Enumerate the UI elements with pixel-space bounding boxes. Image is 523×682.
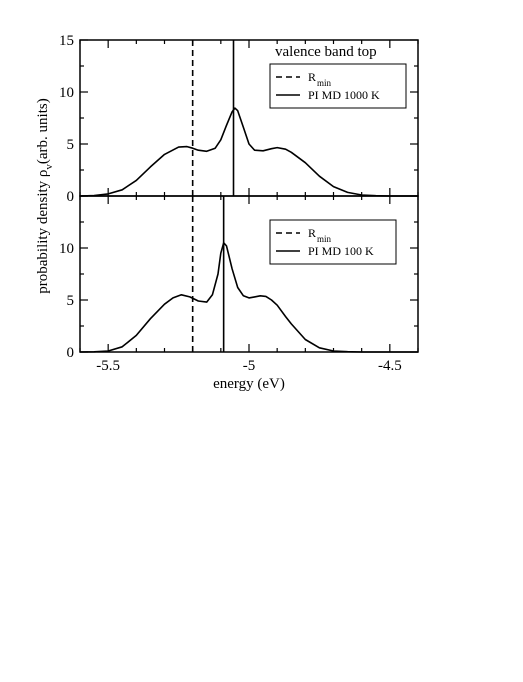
panel-2-y-tick-label: 10 <box>59 241 74 257</box>
panel-1-series-line <box>79 107 418 197</box>
panel-1-y-tick-label: 5 <box>67 137 75 153</box>
y-axis-label: probability density ρv(arb. units) <box>35 98 55 293</box>
panel-1-legend <box>269 63 407 109</box>
panel-2-legend <box>269 219 397 265</box>
panel-1-y-tick-label: 15 <box>59 33 74 49</box>
panel-2-y-tick-label: 5 <box>67 293 75 309</box>
legend-entry-label: PI MD 1000 K <box>308 88 380 102</box>
panel-2-y-tick-label: 0 <box>67 345 75 361</box>
panel-1-frame <box>79 39 419 197</box>
x-tick-label: -5.5 <box>96 358 120 374</box>
legend-entry-label: Rmin <box>308 70 332 88</box>
panel-2-frame <box>79 195 419 353</box>
panel-1-y-tick-label: 0 <box>67 189 75 205</box>
panel-2-series-line <box>79 242 418 353</box>
x-tick-label: -5 <box>243 358 256 374</box>
panel-annotation: valence band top <box>275 44 377 60</box>
x-tick-label: -4.5 <box>378 358 402 374</box>
x-axis-label: energy (eV) <box>213 376 285 392</box>
legend-entry-label: Rmin <box>308 226 332 244</box>
panel-1-y-tick-label: 10 <box>59 85 74 101</box>
legend-entry-label: PI MD 100 K <box>308 244 374 258</box>
